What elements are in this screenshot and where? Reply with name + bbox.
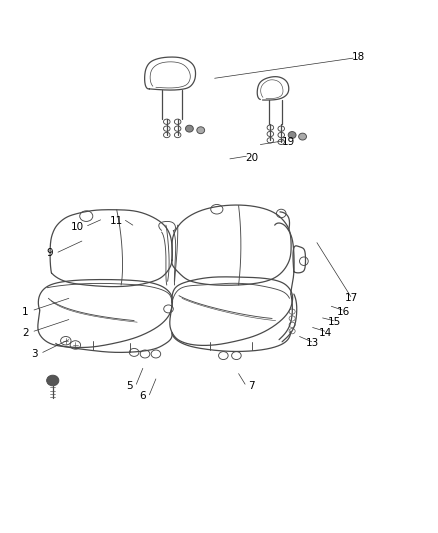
Text: 9: 9 bbox=[46, 248, 53, 259]
Text: 13: 13 bbox=[306, 338, 319, 349]
Ellipse shape bbox=[197, 127, 205, 134]
Text: 10: 10 bbox=[71, 222, 84, 232]
Ellipse shape bbox=[288, 132, 296, 139]
Text: 19: 19 bbox=[282, 137, 295, 147]
Ellipse shape bbox=[185, 125, 193, 132]
Text: 17: 17 bbox=[345, 293, 358, 303]
Ellipse shape bbox=[299, 133, 307, 140]
Text: 3: 3 bbox=[31, 349, 37, 359]
Ellipse shape bbox=[47, 375, 59, 386]
Text: 1: 1 bbox=[22, 306, 28, 317]
Text: 11: 11 bbox=[110, 216, 124, 227]
Text: 14: 14 bbox=[319, 328, 332, 338]
Text: 15: 15 bbox=[328, 317, 341, 327]
Text: 5: 5 bbox=[127, 381, 133, 391]
Text: 18: 18 bbox=[352, 52, 365, 62]
Text: 6: 6 bbox=[140, 391, 146, 401]
Text: 2: 2 bbox=[22, 328, 28, 338]
Text: 7: 7 bbox=[248, 381, 255, 391]
Text: 16: 16 bbox=[336, 306, 350, 317]
Text: 20: 20 bbox=[245, 153, 258, 163]
